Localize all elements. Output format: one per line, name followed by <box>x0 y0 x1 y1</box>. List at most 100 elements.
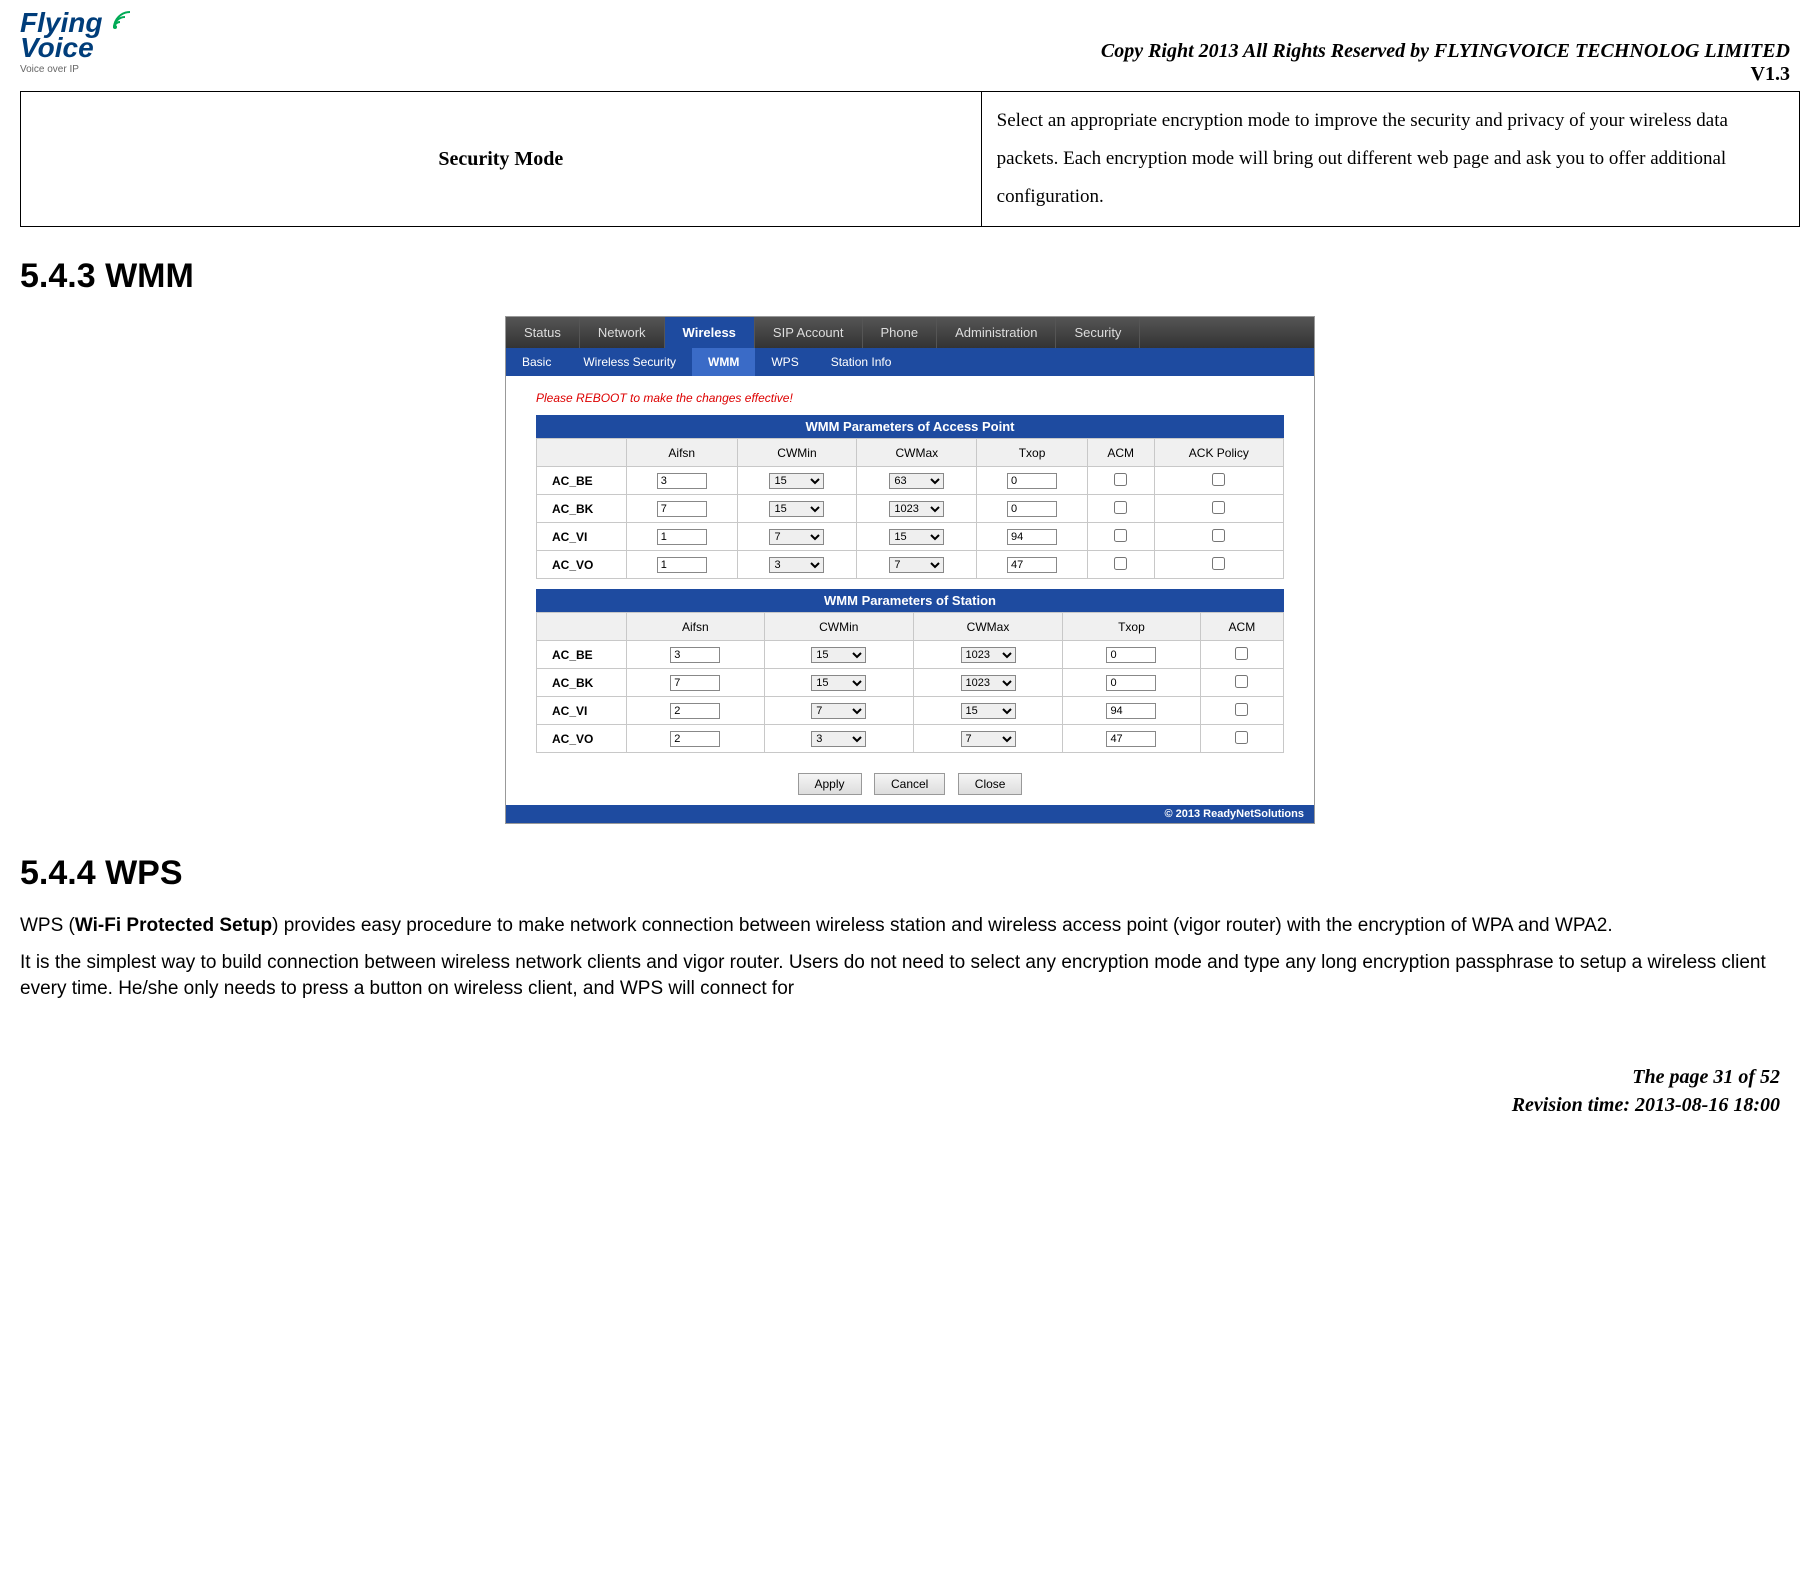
ack-policy-checkbox[interactable] <box>1212 473 1225 486</box>
subtab-wireless-security[interactable]: Wireless Security <box>567 348 692 376</box>
col-header: CWMin <box>764 613 913 641</box>
col-header <box>537 613 627 641</box>
acm-checkbox[interactable] <box>1235 675 1248 688</box>
cwmax-select[interactable]: 1023 <box>961 647 1016 663</box>
cwmax-select[interactable]: 1023 <box>961 675 1016 691</box>
cwmin-select[interactable]: 15 <box>769 473 824 489</box>
cwmin-select[interactable]: 3 <box>769 557 824 573</box>
acm-checkbox[interactable] <box>1114 557 1127 570</box>
logo-line2: Voice <box>20 32 94 63</box>
cancel-button[interactable]: Cancel <box>874 773 945 795</box>
col-header: ACK Policy <box>1154 439 1283 467</box>
col-header: CWMax <box>913 613 1062 641</box>
header-version: V1.3 <box>20 63 1800 86</box>
cwmax-select[interactable]: 15 <box>889 529 944 545</box>
apply-button[interactable]: Apply <box>798 773 862 795</box>
security-mode-table: Security Mode Select an appropriate encr… <box>20 91 1800 227</box>
tab-status[interactable]: Status <box>506 317 580 348</box>
acm-checkbox[interactable] <box>1235 731 1248 744</box>
table-row: AC_VO 3 7 <box>537 725 1284 753</box>
cwmin-select[interactable]: 15 <box>811 647 866 663</box>
wmm-screenshot: StatusNetworkWirelessSIP AccountPhoneAdm… <box>505 316 1315 824</box>
row-label: AC_VO <box>537 725 627 753</box>
row-label: AC_BK <box>537 495 627 523</box>
aifsn-input[interactable] <box>657 557 707 573</box>
col-header: CWMin <box>737 439 857 467</box>
security-mode-desc: Select an appropriate encryption mode to… <box>981 92 1799 227</box>
table-row: AC_VO 3 7 <box>537 551 1284 579</box>
cwmax-select[interactable]: 63 <box>889 473 944 489</box>
cwmin-select[interactable]: 7 <box>769 529 824 545</box>
tab-phone[interactable]: Phone <box>863 317 938 348</box>
sub-tabs: BasicWireless SecurityWMMWPSStation Info <box>506 348 1314 376</box>
cwmin-select[interactable]: 3 <box>811 731 866 747</box>
top-tabs: StatusNetworkWirelessSIP AccountPhoneAdm… <box>506 317 1314 348</box>
aifsn-input[interactable] <box>670 647 720 663</box>
row-label: AC_VI <box>537 523 627 551</box>
aifsn-input[interactable] <box>670 731 720 747</box>
acm-checkbox[interactable] <box>1114 473 1127 486</box>
txop-input[interactable] <box>1106 675 1156 691</box>
ack-policy-checkbox[interactable] <box>1212 557 1225 570</box>
txop-input[interactable] <box>1007 529 1057 545</box>
aifsn-input[interactable] <box>657 529 707 545</box>
table-row: AC_VI715 <box>537 697 1284 725</box>
screenshot-footer: © 2013 ReadyNetSolutions <box>506 805 1314 823</box>
table-row: AC_BE1563 <box>537 467 1284 495</box>
ap-table-title: WMM Parameters of Access Point <box>536 415 1284 438</box>
row-label: AC_VO <box>537 551 627 579</box>
subtab-wps[interactable]: WPS <box>755 348 814 376</box>
acm-checkbox[interactable] <box>1235 703 1248 716</box>
page-number: The page 31 of 52 <box>20 1063 1780 1091</box>
col-header: Aifsn <box>627 613 765 641</box>
aifsn-input[interactable] <box>670 675 720 691</box>
col-header: Aifsn <box>627 439 738 467</box>
txop-input[interactable] <box>1007 557 1057 573</box>
cwmax-select[interactable]: 7 <box>889 557 944 573</box>
txop-input[interactable] <box>1007 473 1057 489</box>
close-button[interactable]: Close <box>958 773 1023 795</box>
ap-table: AifsnCWMinCWMaxTxopACMACK PolicyAC_BE156… <box>536 438 1284 579</box>
row-label: AC_BE <box>537 641 627 669</box>
subtab-basic[interactable]: Basic <box>506 348 567 376</box>
acm-checkbox[interactable] <box>1114 529 1127 542</box>
tab-administration[interactable]: Administration <box>937 317 1056 348</box>
table-row: AC_BK 15 1023 <box>537 495 1284 523</box>
cwmin-select[interactable]: 15 <box>769 501 824 517</box>
aifsn-input[interactable] <box>670 703 720 719</box>
tab-wireless[interactable]: Wireless <box>665 317 755 348</box>
wps-paragraph-2: It is the simplest way to build connecti… <box>20 950 1800 1003</box>
sta-table: AifsnCWMinCWMaxTxopACM AC_BE 15 1023 AC_BK 15… <box>536 612 1284 753</box>
security-mode-label: Security Mode <box>21 92 982 227</box>
table-row: AC_BE 15 1023 <box>537 641 1284 669</box>
subtab-station-info[interactable]: Station Info <box>815 348 908 376</box>
txop-input[interactable] <box>1106 703 1156 719</box>
col-header: ACM <box>1200 613 1283 641</box>
cwmax-select[interactable]: 15 <box>961 703 1016 719</box>
table-row: AC_BK 15 1023 <box>537 669 1284 697</box>
tab-security[interactable]: Security <box>1056 317 1140 348</box>
txop-input[interactable] <box>1106 647 1156 663</box>
txop-input[interactable] <box>1106 731 1156 747</box>
tab-network[interactable]: Network <box>580 317 665 348</box>
acm-checkbox[interactable] <box>1114 501 1127 514</box>
cwmax-select[interactable]: 7 <box>961 731 1016 747</box>
reboot-message: Please REBOOT to make the changes effect… <box>506 376 1314 415</box>
aifsn-input[interactable] <box>657 501 707 517</box>
aifsn-input[interactable] <box>657 473 707 489</box>
col-header: Txop <box>1063 613 1201 641</box>
table-row: AC_VI 7 15 <box>537 523 1284 551</box>
page-footer: The page 31 of 52 Revision time: 2013-08… <box>20 1063 1800 1119</box>
cwmin-select[interactable]: 15 <box>811 675 866 691</box>
col-header <box>537 439 627 467</box>
ack-policy-checkbox[interactable] <box>1212 529 1225 542</box>
subtab-wmm[interactable]: WMM <box>692 348 755 376</box>
tab-sip-account[interactable]: SIP Account <box>755 317 863 348</box>
acm-checkbox[interactable] <box>1235 647 1248 660</box>
cwmin-select[interactable]: 7 <box>811 703 866 719</box>
cwmax-select[interactable]: 1023 <box>889 501 944 517</box>
revision-time: Revision time: 2013-08-16 18:00 <box>20 1091 1780 1119</box>
ack-policy-checkbox[interactable] <box>1212 501 1225 514</box>
txop-input[interactable] <box>1007 501 1057 517</box>
row-label: AC_BK <box>537 669 627 697</box>
